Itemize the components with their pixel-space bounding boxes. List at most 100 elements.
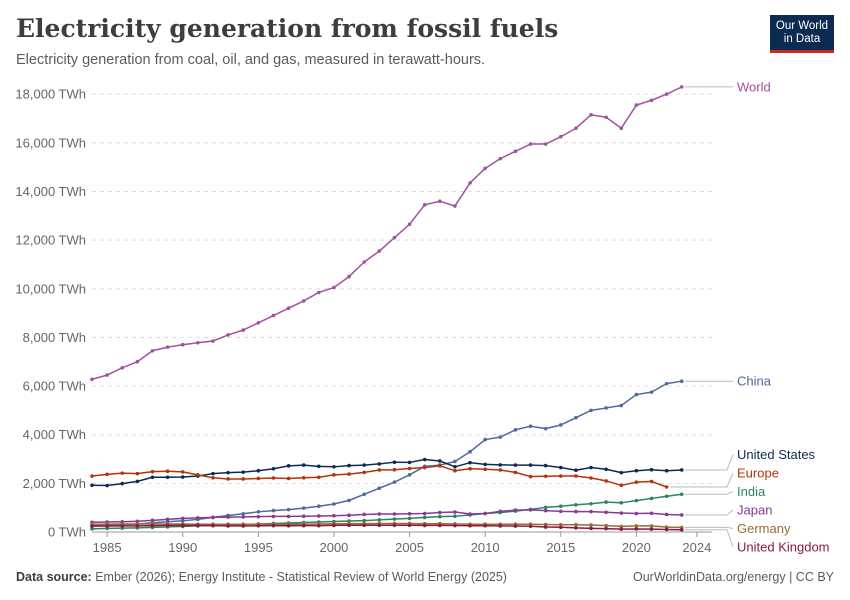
data-point: [90, 483, 94, 488]
data-point: [453, 468, 457, 473]
data-point: [135, 359, 140, 364]
data-point: [120, 366, 125, 370]
owid-logo[interactable]: Our World in Data: [770, 15, 834, 53]
data-point: [498, 524, 503, 528]
data-point: [317, 464, 321, 469]
data-point: [120, 524, 125, 528]
x-tick-label: 1990: [168, 540, 197, 555]
data-point: [256, 510, 261, 514]
x-tick-label: 2005: [395, 540, 424, 555]
data-point: [347, 513, 351, 518]
data-point: [558, 474, 563, 478]
data-point: [135, 519, 140, 524]
data-point: [528, 508, 533, 512]
y-tick-label: 8,000 TWh: [23, 330, 86, 345]
logo-line-1: Our World: [775, 19, 829, 32]
data-point: [301, 514, 306, 518]
data-point: [574, 526, 578, 530]
data-point: [90, 527, 94, 531]
series-label: United Kingdom: [737, 540, 830, 555]
data-point: [619, 126, 624, 131]
series-line: [91, 509, 682, 524]
data-point: [664, 512, 669, 517]
data-point: [574, 126, 578, 131]
series-label: Europe: [737, 466, 779, 481]
data-point: [347, 274, 351, 279]
y-tick-label: 10,000 TWh: [15, 281, 86, 296]
label-connector: [684, 491, 734, 495]
data-point: [619, 403, 624, 408]
y-tick-label: 0 TWh: [48, 525, 86, 540]
data-point: [679, 492, 684, 497]
data-point: [271, 508, 276, 513]
data-point: [196, 523, 200, 528]
data-point: [165, 469, 170, 473]
data-point: [377, 518, 382, 522]
data-point: [589, 113, 593, 117]
data-point: [498, 156, 503, 161]
data-point: [286, 507, 291, 512]
data-point: [150, 518, 155, 523]
series-label: World: [737, 79, 771, 94]
data-point: [528, 474, 533, 479]
data-point: [392, 523, 397, 528]
data-point: [604, 115, 608, 120]
data-point: [513, 149, 518, 154]
data-point: [589, 526, 593, 531]
data-point: [604, 406, 608, 410]
data-point: [453, 523, 457, 528]
data-point: [604, 523, 608, 528]
data-point: [679, 468, 684, 472]
data-point: [543, 522, 548, 527]
data-point: [271, 523, 276, 528]
data-point: [498, 463, 503, 467]
data-point: [558, 522, 563, 527]
data-point: [468, 466, 472, 471]
series-label: India: [737, 484, 766, 499]
data-point: [392, 467, 397, 472]
data-point: [483, 166, 487, 171]
data-point: [271, 514, 276, 519]
data-point: [301, 299, 306, 303]
data-point: [196, 516, 200, 520]
data-point: [543, 474, 548, 479]
footer-site[interactable]: OurWorldinData.org/energy | CC BY: [632, 570, 834, 584]
data-point: [317, 290, 321, 295]
series-line: [91, 86, 683, 380]
data-point: [528, 463, 533, 467]
x-tick-label: 2000: [319, 540, 348, 555]
data-point: [619, 501, 624, 505]
data-point: [347, 519, 351, 523]
data-point: [347, 498, 351, 503]
data-point: [362, 523, 366, 528]
data-point: [196, 473, 200, 477]
data-point: [211, 515, 215, 520]
data-point: [422, 523, 427, 528]
data-point: [120, 471, 125, 475]
data-point: [649, 511, 654, 516]
x-tick-label: 1995: [244, 540, 273, 555]
data-point: [165, 523, 170, 528]
label-connector: [684, 529, 734, 548]
data-point: [589, 476, 593, 480]
data-point: [377, 462, 382, 466]
data-point: [135, 471, 140, 476]
data-point: [256, 468, 261, 473]
data-point: [679, 513, 684, 517]
data-point: [589, 523, 593, 527]
data-point: [332, 523, 336, 528]
data-point: [438, 199, 442, 203]
data-point: [317, 514, 321, 518]
data-point: [649, 98, 654, 103]
y-tick-label: 14,000 TWh: [15, 184, 86, 199]
data-point: [649, 467, 654, 472]
data-point: [543, 463, 548, 468]
data-point: [498, 468, 503, 472]
data-point: [226, 333, 230, 337]
data-point: [483, 523, 487, 528]
data-point: [574, 502, 578, 507]
data-point: [589, 509, 593, 514]
x-tick-label: 2015: [546, 540, 575, 555]
data-point: [241, 328, 246, 332]
data-point: [347, 463, 351, 468]
